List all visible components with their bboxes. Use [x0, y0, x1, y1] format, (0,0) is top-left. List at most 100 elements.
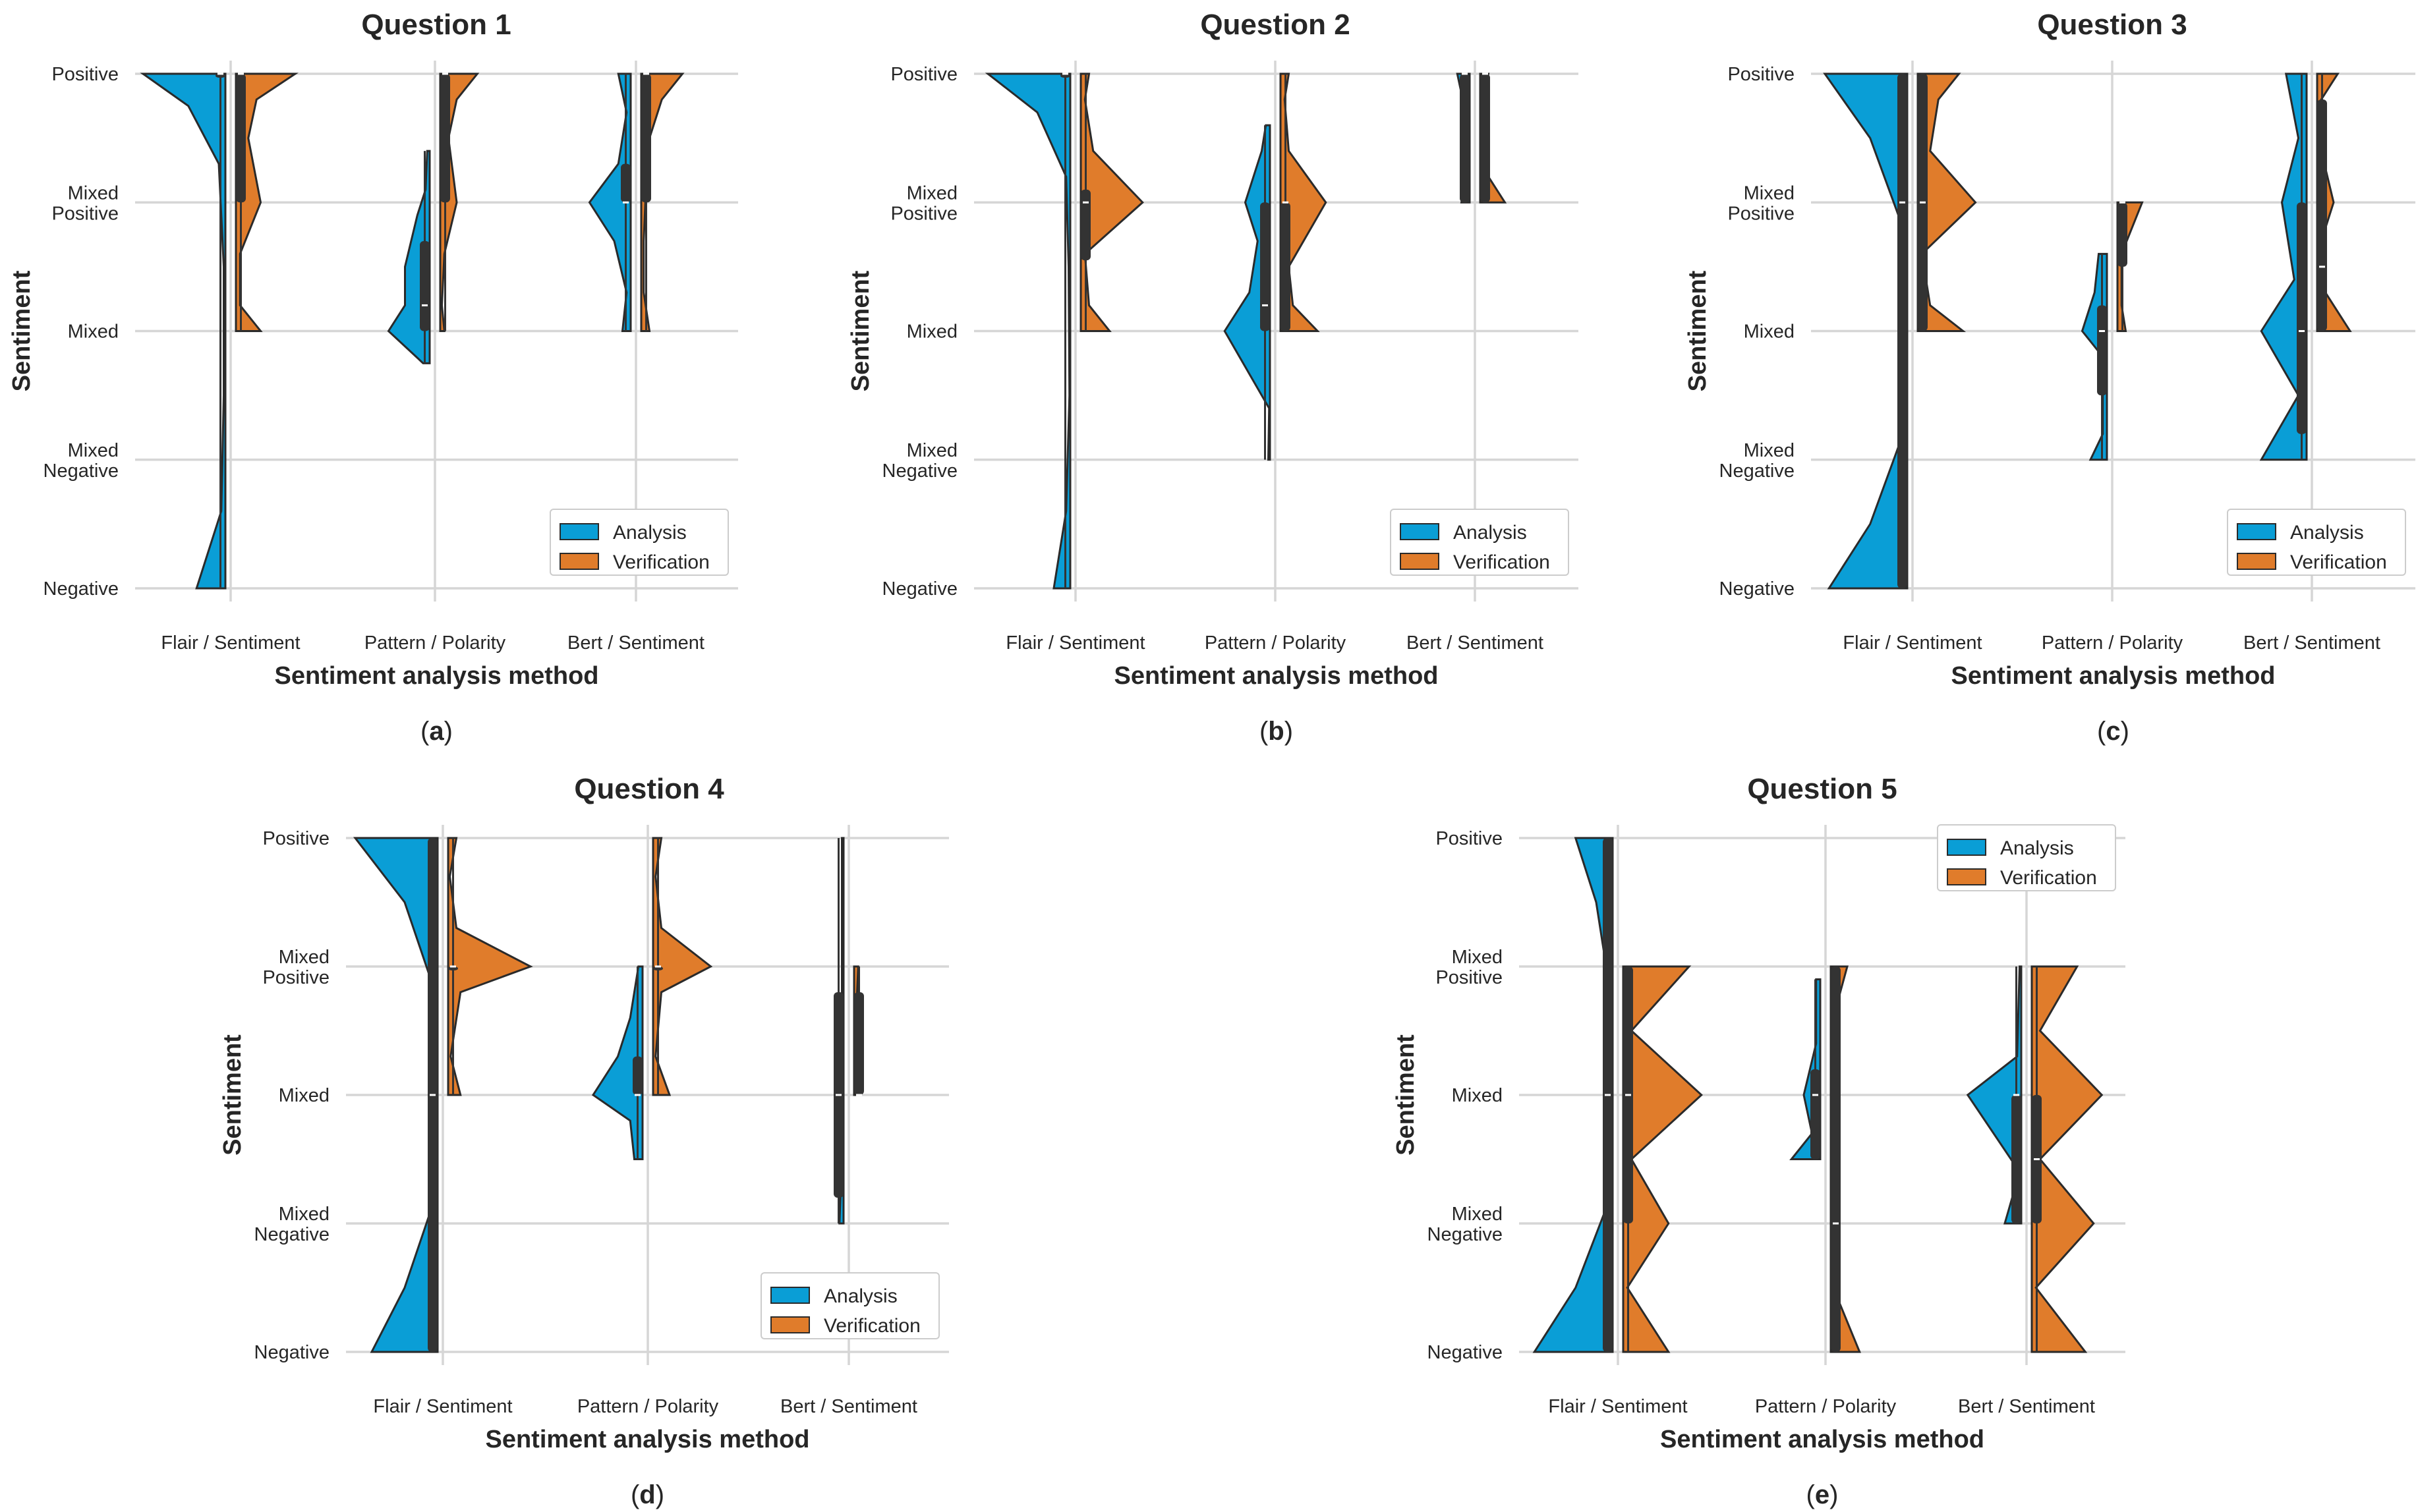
y-tick-label: Mixed Negative	[882, 440, 958, 482]
violin-analysis-3	[1966, 965, 2023, 1225]
violin-analysis-1	[985, 72, 1072, 590]
iqr-box	[2117, 202, 2127, 267]
legend: Analysis Verification	[761, 1272, 940, 1339]
panel-title: Question 2	[1200, 9, 1350, 41]
panel-caption: (d)	[631, 1480, 664, 1509]
x-tick-label: Bert / Sentiment	[2243, 632, 2380, 654]
legend-swatch	[2237, 523, 2276, 540]
x-axis-label: Sentiment analysis method	[274, 662, 598, 690]
legend-swatch	[2237, 553, 2276, 570]
y-tick-label: Mixed Positive	[890, 182, 958, 224]
x-tick-label: Pattern / Polarity	[2042, 632, 2183, 654]
legend-label: Verification	[1453, 551, 1550, 573]
y-tick-label: Mixed	[1744, 322, 1795, 343]
x-tick-label: Pattern / Polarity	[364, 632, 506, 654]
x-tick-label: Flair / Sentiment	[1006, 632, 1145, 654]
legend-label: Verification	[2290, 551, 2387, 573]
x-tick-label: Bert / Sentiment	[1406, 632, 1543, 654]
y-tick-label: Negative	[254, 1342, 330, 1363]
panel-title: Question 1	[361, 9, 511, 41]
legend-swatch	[770, 1287, 810, 1304]
iqr-box	[1810, 1069, 1820, 1160]
x-tick-label: Pattern / Polarity	[577, 1396, 719, 1417]
y-tick-label: Mixed Positive	[1727, 182, 1795, 224]
panel-2: Question 2 Positive Mixed Positive Mixed Mixe…	[847, 9, 1578, 746]
legend-label: Verification	[613, 551, 710, 573]
x-axis-label: Sentiment analysis method	[1951, 662, 2275, 690]
y-tick-label: Positive	[262, 828, 330, 849]
panel-title: Question 3	[2037, 9, 2187, 41]
y-tick-label: Mixed	[68, 322, 119, 343]
legend: Analysis Verification	[2227, 509, 2406, 576]
x-tick-label: Bert / Sentiment	[1958, 1396, 2095, 1417]
violin-verification-1	[1916, 72, 1977, 332]
legend: Analysis Verification	[550, 509, 729, 576]
y-tick-label: Negative	[43, 578, 119, 600]
x-tick-label: Flair / Sentiment	[1843, 632, 1982, 654]
iqr-box	[2011, 1095, 2021, 1223]
legend-swatch	[1947, 868, 1986, 885]
violin-analysis-3	[2259, 72, 2308, 461]
violin-analysis-2	[387, 150, 431, 364]
legend-swatch	[1400, 553, 1439, 570]
legend-label: Analysis	[1453, 522, 1527, 544]
iqr-box	[1460, 74, 1470, 203]
x-tick-label: Pattern / Polarity	[1755, 1396, 1897, 1417]
legend: Analysis Verification	[1390, 509, 1569, 576]
y-tick-label: Negative	[882, 578, 958, 600]
y-tick-label: Mixed Negative	[43, 440, 119, 482]
y-tick-label: Positive	[1435, 828, 1503, 849]
iqr-box	[1260, 202, 1270, 331]
violin-verification-3	[2030, 965, 2104, 1353]
legend: Analysis Verification	[1937, 824, 2116, 891]
y-tick-label: Mixed Positive	[262, 947, 330, 988]
panel-title: Question 4	[574, 773, 724, 805]
x-axis-label: Sentiment analysis method	[1114, 662, 1438, 690]
iqr-box	[1897, 74, 1907, 588]
iqr-box	[1280, 202, 1290, 331]
y-tick-label: Mixed	[279, 1085, 330, 1106]
y-axis-label: Sentiment	[847, 270, 875, 391]
y-axis-label: Sentiment	[1684, 270, 1711, 391]
y-tick-label: Mixed Positive	[1435, 947, 1503, 988]
iqr-box	[621, 163, 631, 203]
y-tick-label: Negative	[1719, 578, 1795, 600]
violin-analysis-3	[588, 72, 632, 332]
iqr-box	[641, 74, 651, 203]
iqr-box	[1081, 189, 1091, 261]
y-tick-label: Positive	[1727, 64, 1795, 85]
y-tick-label: Negative	[1427, 1342, 1503, 1363]
legend-label: Analysis	[2290, 522, 2364, 544]
iqr-box	[633, 1056, 643, 1095]
x-tick-label: Flair / Sentiment	[373, 1396, 512, 1417]
violin-analysis-2	[1223, 124, 1271, 461]
panel-caption: (e)	[1806, 1480, 1839, 1509]
x-tick-label: Flair / Sentiment	[161, 632, 300, 654]
iqr-box	[1831, 966, 1841, 1352]
panel-caption: (b)	[1259, 717, 1293, 746]
y-tick-label: Positive	[51, 64, 119, 85]
y-tick-label: Mixed	[1452, 1085, 1503, 1106]
panel-5: Question 5 Positive Mixed Positive Mixed Mixe…	[1392, 773, 2125, 1509]
iqr-box	[2317, 99, 2327, 331]
y-axis-label: Sentiment	[8, 270, 36, 391]
violin-verification-2	[652, 837, 713, 1096]
x-axis-label: Sentiment analysis method	[485, 1426, 809, 1453]
x-axis-label: Sentiment analysis method	[1660, 1426, 1984, 1453]
iqr-box	[2297, 202, 2307, 434]
iqr-box	[854, 992, 864, 1095]
panel-caption: (c)	[2097, 717, 2129, 746]
violin-verification-1	[447, 837, 533, 1096]
legend-swatch	[1400, 523, 1439, 540]
legend-swatch	[1947, 839, 1986, 856]
y-tick-label: Mixed	[907, 322, 958, 343]
legend-label: Verification	[2000, 867, 2097, 889]
legend-swatch	[770, 1316, 810, 1333]
iqr-box	[2097, 305, 2107, 396]
y-tick-label: Positive	[890, 64, 958, 85]
panel-4: Question 4 Positive Mixed Positive Mixed Mixe…	[219, 773, 949, 1509]
y-axis-label: Sentiment	[1392, 1034, 1420, 1156]
violin-verification-1	[1622, 965, 1703, 1353]
x-tick-label: Bert / Sentiment	[567, 632, 705, 654]
